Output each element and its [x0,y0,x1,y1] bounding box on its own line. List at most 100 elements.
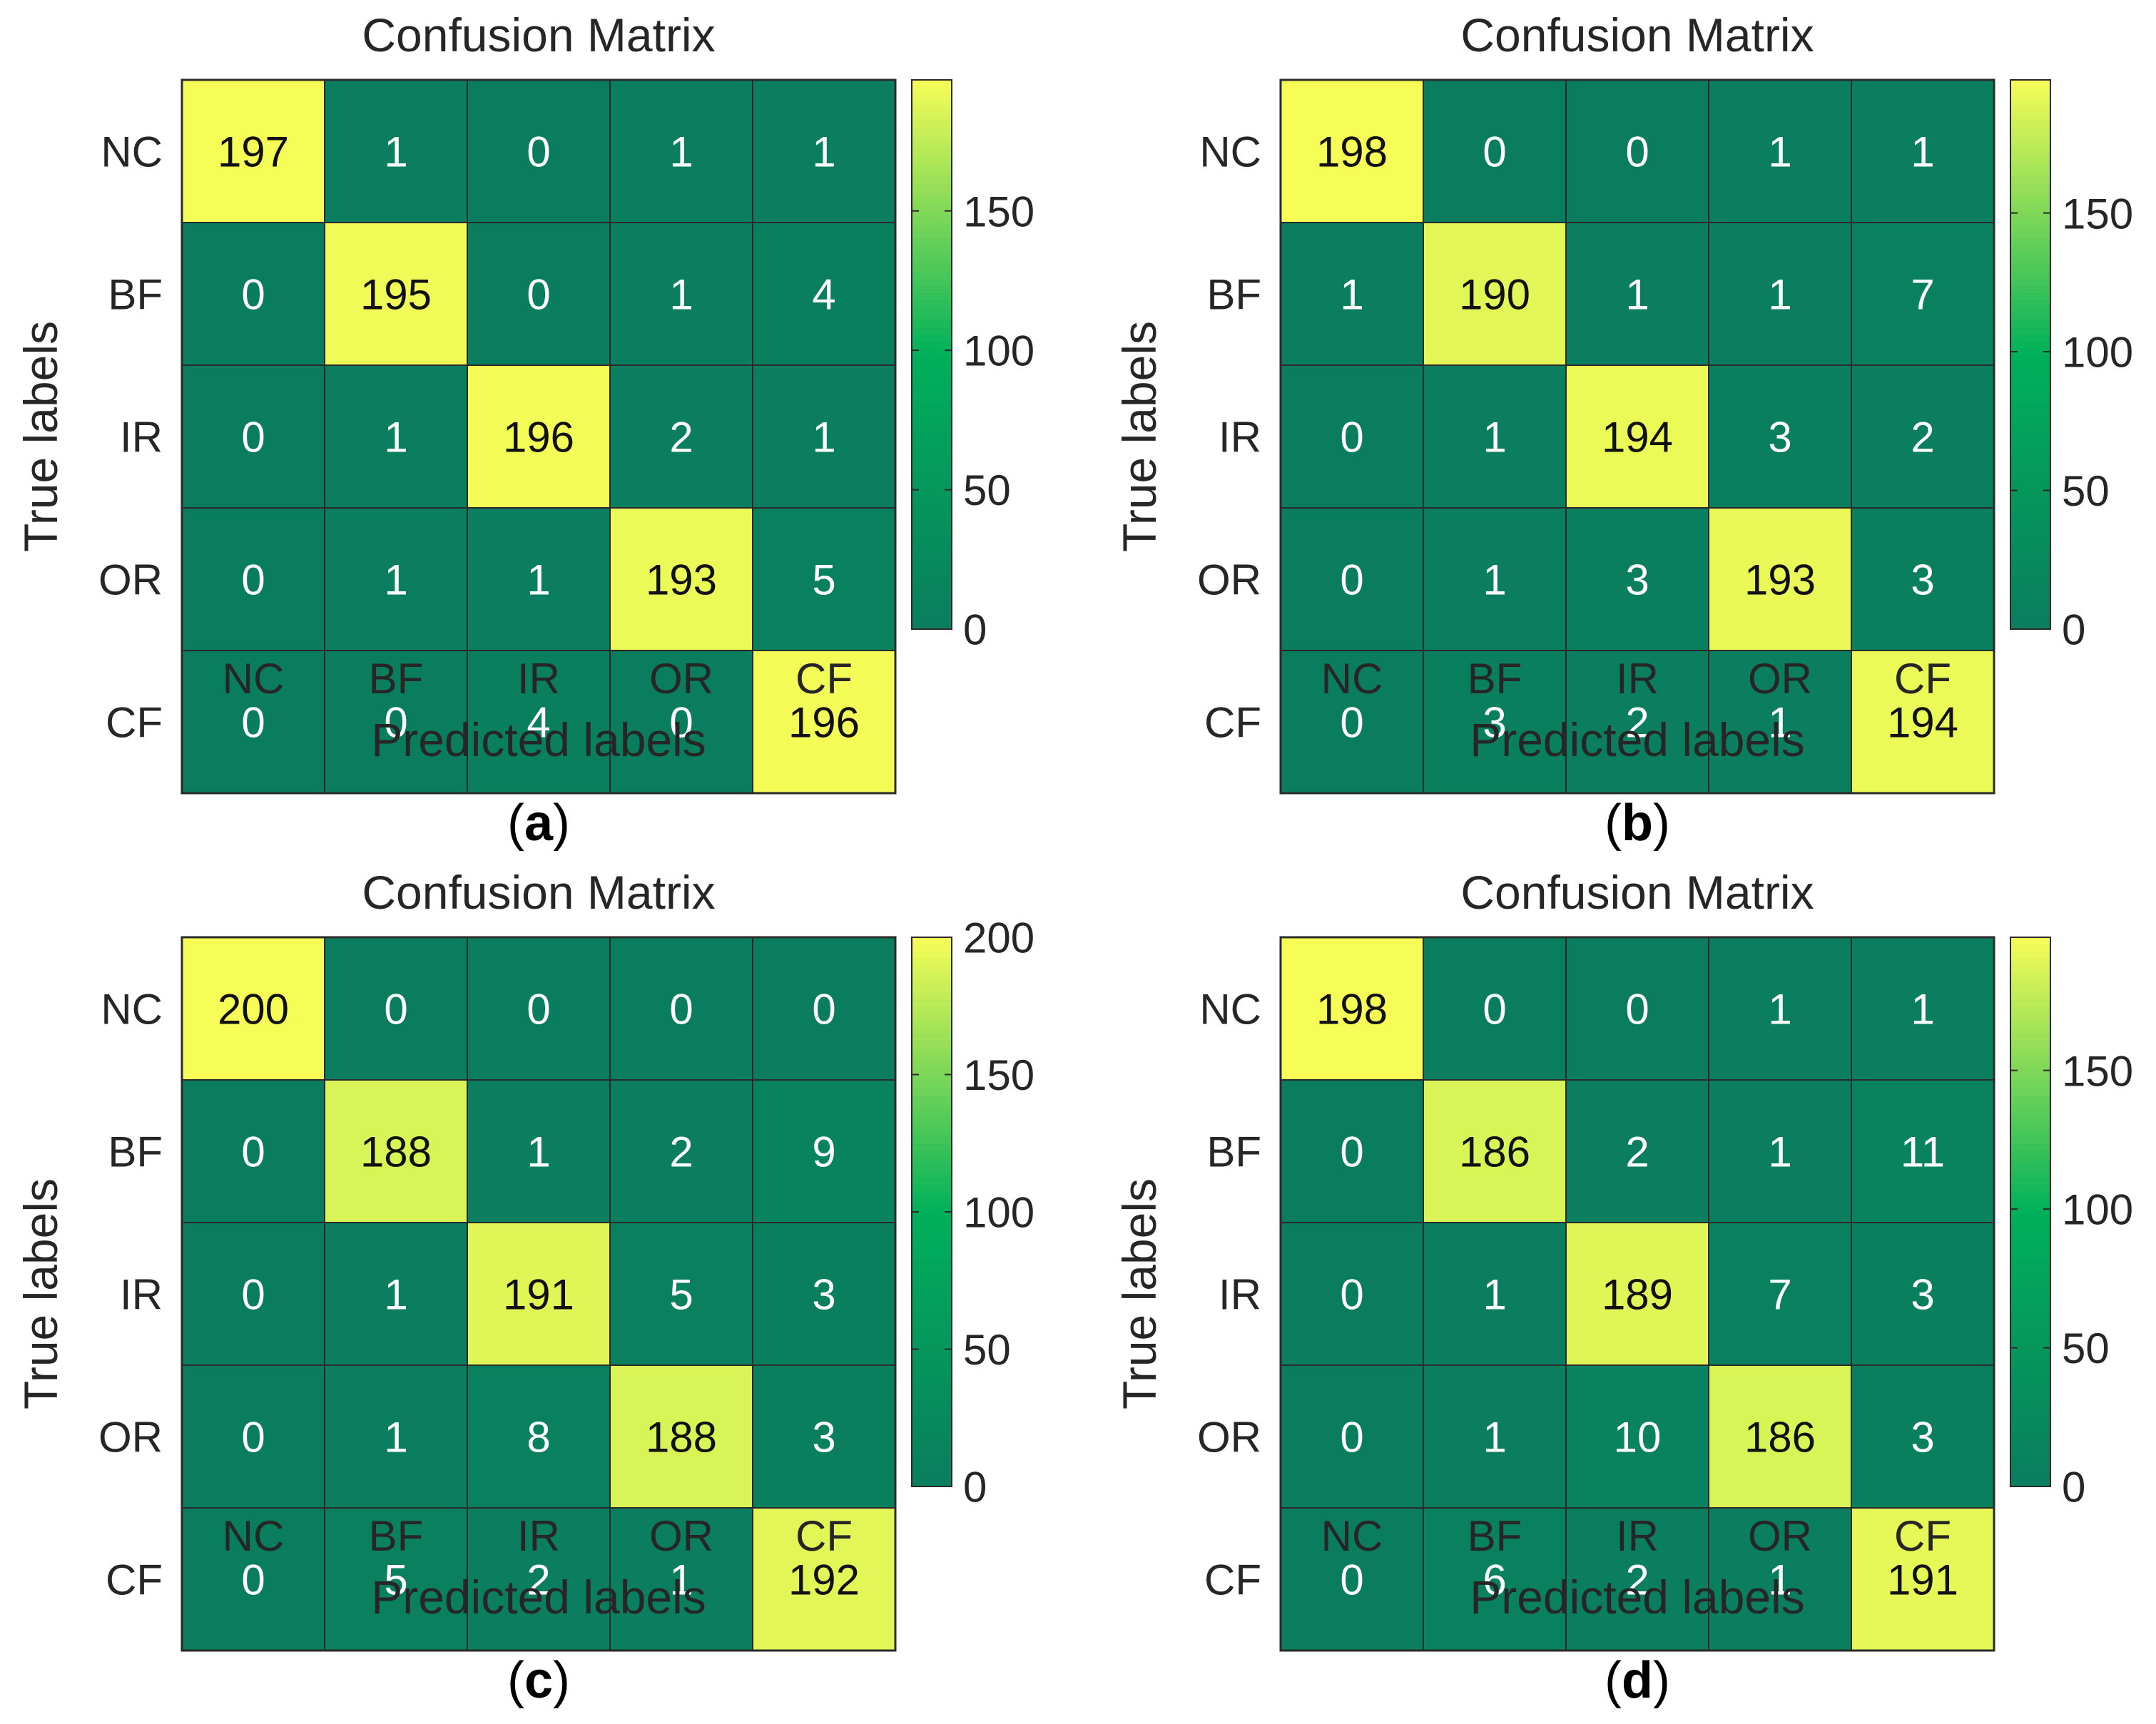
colorbar-strip [2010,601,2050,609]
colorbar-strip [912,1102,952,1110]
colorbar-strip [912,539,952,548]
colorbar-strip [2010,978,2050,986]
matrix-cell [324,364,468,509]
colorbar-tick-label: 0 [2062,1464,2085,1511]
colorbar-strip [2010,491,2050,499]
x-tick-label: NC [223,1512,285,1560]
colorbar-strip [2010,1362,2050,1370]
cell-value-label: 1 [1768,986,1791,1034]
x-tick-label: IR [1616,1512,1659,1560]
colorbar-strip [912,1397,952,1405]
colorbar-strip [912,1301,952,1309]
matrix-cell [1423,650,1567,794]
cell-value-label: 194 [1602,414,1673,461]
cell-value-label: 0 [669,986,693,1034]
colorbar-strip [912,1404,952,1412]
matrix-cell [752,222,896,366]
cell-value-label: 1 [384,414,407,461]
colorbar-strip [912,1369,952,1377]
matrix-cell [1851,1365,1995,1509]
colorbar-strip [912,1246,952,1254]
colorbar-strip [2010,347,2050,355]
x-axis-label: Predicted labels [1470,1571,1805,1623]
colorbar-strip [912,1287,952,1295]
colorbar-strip [2010,615,2050,623]
colorbar-strip [912,1225,952,1233]
colorbar-strip [912,457,952,465]
colorbar-strip [912,560,952,568]
cell-value-label: 2 [1625,699,1649,747]
matrix-cell [1423,1507,1567,1651]
colorbar-border [2010,79,2051,630]
panel-caption: (c) [507,1652,570,1709]
colorbar-strip [912,210,952,218]
y-tick-label: IR [120,1271,163,1319]
y-tick-label: CF [106,1556,163,1604]
colorbar-strip [912,313,952,321]
colorbar-strip [912,306,952,314]
cell-value-label: 1 [384,556,407,604]
y-tick-label: OR [98,1414,163,1462]
colorbar-strip [2010,1061,2050,1068]
colorbar-strip [2010,499,2050,506]
y-tick-label: BF [1206,1128,1261,1176]
colorbar-strip [912,594,952,603]
colorbar-strip [2010,1377,2050,1384]
colorbar-strip [912,1239,952,1247]
colorbar-strip [2010,1184,2050,1192]
colorbar-strip [912,533,952,541]
y-tick-label: OR [98,556,163,604]
x-tick-label: BF [369,1512,424,1560]
colorbar-strip [2010,1253,2050,1260]
colorbar-strip [2010,1432,2050,1439]
matrix-cell [181,937,325,1081]
cell-value-label: 0 [812,986,835,1034]
colorbar-strip [912,554,952,561]
colorbar-strip [912,402,952,410]
colorbar-strip [2010,1170,2050,1178]
colorbar-strip [912,1432,952,1439]
colorbar-strip [2010,300,2050,307]
colorbar-strip [912,361,952,369]
colorbar-strip [2010,608,2050,616]
x-tick-label: CF [795,1512,853,1560]
colorbar-strip [912,1067,952,1076]
colorbar-strip [912,992,952,1000]
colorbar-tick-label: 150 [963,188,1034,235]
colorbar-tick-label: 50 [2062,1325,2110,1372]
cell-value-label: 1 [384,1414,407,1462]
cell-value-label: 3 [1911,1414,1934,1462]
cell-value-label: 193 [646,556,717,604]
colorbar-strip [2010,444,2050,452]
colorbar-strip [2010,389,2050,397]
colorbar-strip [2010,1108,2050,1116]
colorbar-strip [2010,313,2050,321]
colorbar-strip [2010,374,2050,383]
cell-value-label: 198 [1316,128,1388,176]
colorbar-strip [912,601,952,609]
colorbar-strip [912,162,952,170]
matrix-cell [1280,1222,1424,1366]
colorbar-strip [2010,265,2050,273]
colorbar-strip [912,1136,952,1144]
colorbar-strip [2010,251,2050,259]
colorbar-strip [912,183,952,190]
y-tick-label: NC [1199,986,1261,1034]
colorbar-strip [912,1157,952,1165]
colorbar-strip [2010,622,2050,630]
cell-value-label: 11 [1901,1128,1945,1176]
colorbar-strip [2010,1026,2050,1034]
cell-value-label: 7 [1911,271,1934,319]
matrix-cell [1708,507,1852,651]
colorbar-strip [2010,306,2050,314]
matrix-cell [181,1507,325,1651]
matrix-cell [1423,1079,1567,1223]
colorbar-strip [912,464,952,472]
confusion-matrix-panel: Confusion Matrix 197 1 0 1 1 0 195 0 1 4 0 1 196 2 1 0 1 1… [14,9,1034,852]
cell-value-label: 1 [1911,128,1934,176]
colorbar-strip [2010,1177,2050,1185]
matrix-cell [1708,364,1852,509]
matrix-cell [1423,364,1567,509]
y-tick-label: IR [120,414,163,461]
colorbar-strip [912,238,952,245]
